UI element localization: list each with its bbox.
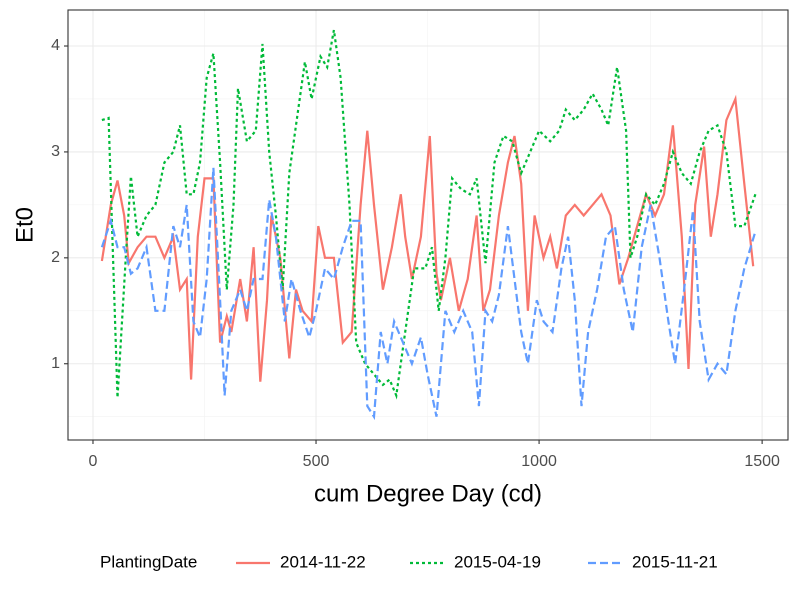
legend-label: 2014-11-22 [280,552,366,571]
x-axis-title: cum Degree Day (cd) [314,480,542,507]
y-tick-label: 4 [51,37,60,54]
legend-title: PlantingDate [100,552,197,571]
y-tick-label: 2 [51,249,60,266]
series-line [100,94,755,382]
x-tick-label: 0 [89,453,98,470]
y-axis-title: Et0 [11,207,38,243]
plot-area [68,10,788,440]
series-line [101,29,757,400]
y-tick-label: 3 [51,143,60,160]
legend-label: 2015-04-19 [454,552,541,571]
x-tick-label: 1500 [744,453,780,470]
y-tick-label: 1 [51,355,60,372]
panel-border [67,9,789,441]
series-line [100,167,757,421]
x-tick-label: 1000 [521,453,557,470]
x-tick-label: 500 [303,453,330,470]
legend-label: 2015-11-21 [632,552,718,571]
